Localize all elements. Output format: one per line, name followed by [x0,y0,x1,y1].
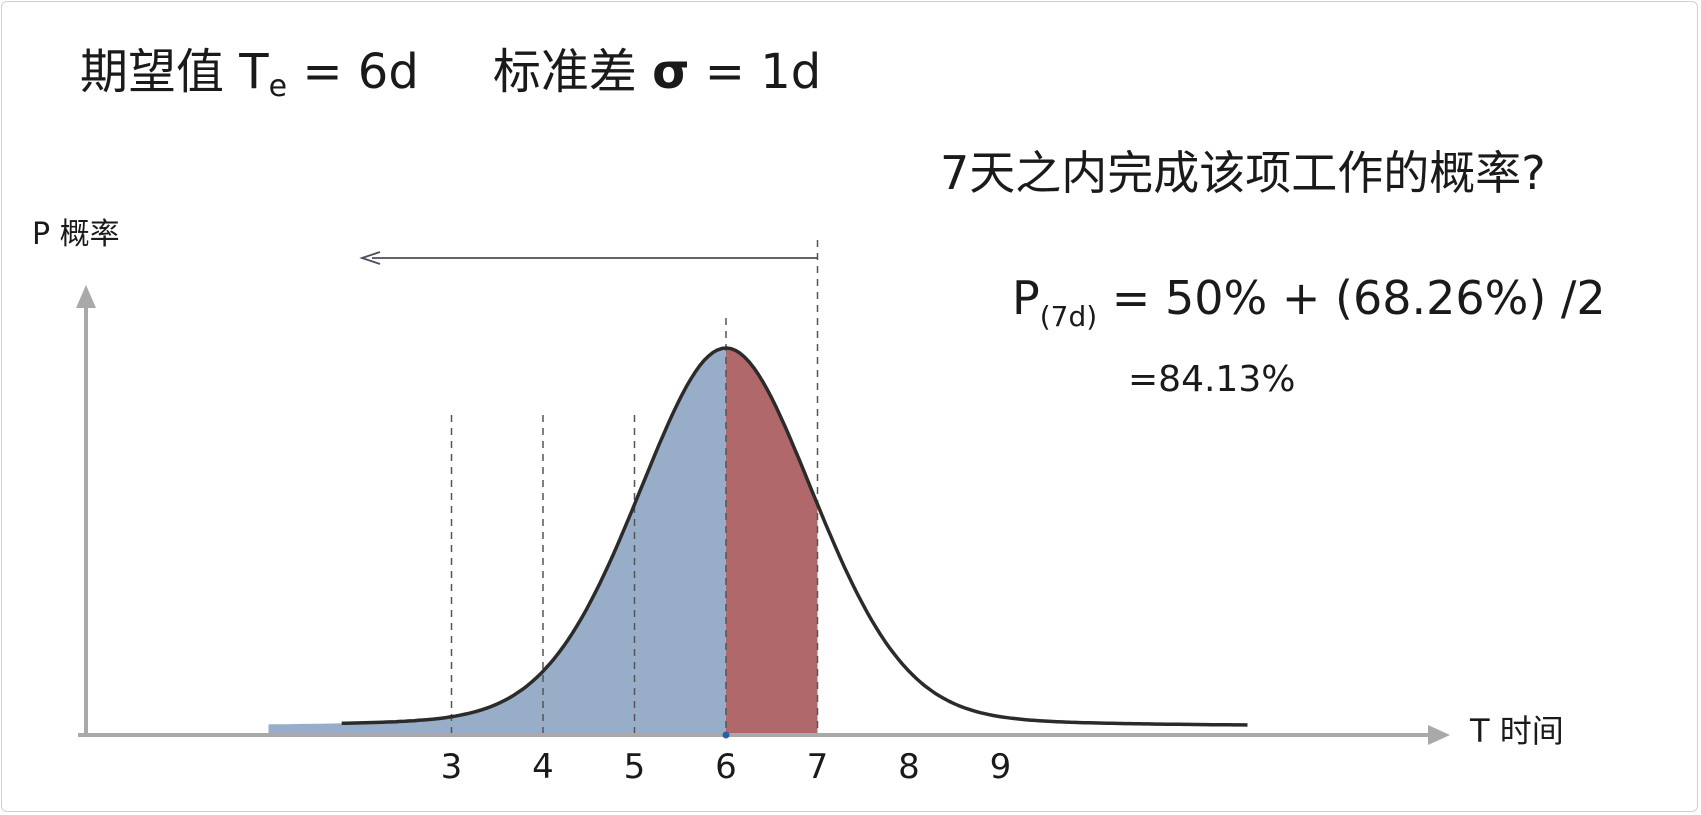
expected-value-subscript: e [268,69,288,104]
x-tick-label-7: 7 [807,747,829,787]
question-text: 7天之内完成该项工作的概率? [940,146,1546,200]
shaded-region-mean-to-7 [726,348,818,735]
probability-arrow-head [359,251,381,265]
x-tick-label-3: 3 [441,747,463,787]
probability-result: =84.13% [1128,359,1296,400]
x-axis-label: T 时间 [1470,712,1564,750]
sigma-symbol: σ [652,44,690,100]
y-axis-label: P 概率 [32,217,120,252]
x-tick-label-8: 8 [898,747,920,787]
std-dev-label: 标准差 [492,44,653,100]
distribution-curve [341,346,1248,727]
formula-rest: = 50% + (68.26%) /2 [1097,271,1606,325]
formula-subscript: (7d) [1039,300,1098,333]
x-axis-arrowhead [1428,725,1450,745]
std-dev-value: = 1d [689,44,822,100]
expected-value-label: 期望值 T [80,44,269,100]
formula-p: P [1012,271,1040,325]
header-formula: 期望值 Te = 6d 标准差 σ = 1d [80,48,821,102]
x-tick-label-9: 9 [990,747,1012,787]
shaded-region-below-mean [268,348,726,735]
x-tick-label-5: 5 [624,747,646,787]
mean-marker [722,731,730,739]
x-tick-label-6: 6 [715,747,737,787]
y-axis-arrowhead [76,285,96,308]
x-tick-label-4: 4 [532,747,554,787]
expected-value: = 6d [287,44,419,100]
probability-formula: P(7d) = 50% + (68.26%) /2 [1012,275,1606,331]
